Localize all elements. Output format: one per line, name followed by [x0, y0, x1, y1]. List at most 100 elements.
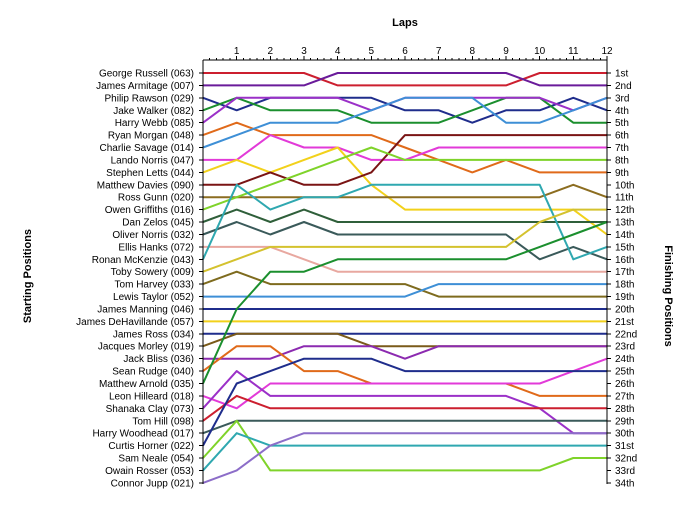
- finishing-position-label: 33rd: [615, 466, 635, 477]
- finishing-position-label: 19th: [615, 292, 634, 303]
- y-axis-title-right: Finishing Positions: [662, 245, 674, 346]
- starting-position-label: Owen Griffiths (016): [105, 205, 194, 216]
- starting-position-label: Dan Zelos (045): [122, 218, 194, 229]
- finishing-position-label: 30th: [615, 429, 634, 440]
- x-tick-label: 8: [470, 46, 476, 57]
- finishing-position-label: 27th: [615, 391, 634, 402]
- x-tick-label: 5: [369, 46, 375, 57]
- finishing-position-label: 3rd: [615, 93, 629, 104]
- starting-position-label: Owain Rosser (053): [105, 466, 194, 477]
- finishing-position-label: 28th: [615, 404, 634, 415]
- series-line-2: [203, 72, 607, 87]
- series-line-34: [202, 432, 607, 484]
- starting-position-label: Sean Rudge (040): [112, 367, 194, 378]
- series-line-31: [202, 357, 607, 447]
- series-line-10: [203, 134, 607, 186]
- series-line-24: [203, 345, 607, 360]
- starting-position-label: George Russell (063): [99, 69, 194, 80]
- x-tick-label: 2: [268, 46, 274, 57]
- x-tick-label: 3: [301, 46, 307, 57]
- finishing-position-label: 11th: [615, 193, 634, 204]
- finishing-position-label: 26th: [615, 379, 634, 390]
- finishing-position-label: 4th: [615, 106, 629, 117]
- starting-position-label: Oliver Norris (032): [112, 230, 194, 241]
- series-line-23: [202, 332, 607, 348]
- starting-position-label: Shanaka Clay (073): [106, 404, 194, 415]
- starting-position-label: James Armitage (007): [96, 81, 194, 92]
- series-line-12: [202, 146, 607, 211]
- finishing-position-label: 29th: [615, 416, 634, 427]
- starting-position-label: James Manning (046): [97, 304, 194, 315]
- starting-position-label: Ryan Morgan (048): [108, 131, 194, 142]
- x-axis-title: Laps: [392, 17, 418, 29]
- series-line-14: [202, 221, 608, 261]
- finishing-position-label: 32nd: [615, 454, 637, 465]
- starting-position-label: Lewis Taylor (052): [113, 292, 194, 303]
- finishing-position-label: 7th: [615, 143, 629, 154]
- finishing-position-label: 15th: [615, 242, 634, 253]
- starting-position-label: Ross Gunn (020): [118, 193, 194, 204]
- starting-position-label: Harry Webb (085): [115, 118, 194, 129]
- x-tick-label: 1: [234, 46, 240, 57]
- series-line-26: [202, 221, 608, 384]
- starting-position-label: Charlie Savage (014): [100, 143, 195, 154]
- finishing-position-label: 16th: [615, 255, 634, 266]
- x-tick-label: 4: [335, 46, 341, 57]
- starting-position-label: Stephen Letts (044): [106, 168, 194, 179]
- starting-position-label: Tom Hill (098): [132, 416, 194, 427]
- series-line-19: [203, 283, 607, 298]
- finishing-position-label: 34th: [615, 478, 634, 489]
- series-line-17: [202, 208, 607, 273]
- finishing-position-label: 2nd: [615, 81, 632, 92]
- starting-position-label: Ronan McKenzie (043): [92, 255, 194, 266]
- series-line-29: [202, 394, 607, 422]
- finishing-position-label: 22nd: [615, 329, 637, 340]
- finishing-position-label: 24th: [615, 354, 634, 365]
- x-tick-label: 7: [436, 46, 442, 57]
- series-lines: [202, 72, 608, 484]
- x-tick-label: 6: [402, 46, 408, 57]
- starting-position-label: Matthew Arnold (035): [99, 379, 194, 390]
- finishing-position-label: 23rd: [615, 342, 635, 353]
- series-line-1: [203, 72, 607, 87]
- starting-position-label: Jake Walker (082): [113, 106, 194, 117]
- y-axis-title-left: Starting Positions: [22, 229, 34, 323]
- starting-position-label: Toby Sowery (009): [111, 267, 194, 278]
- series-line-32: [202, 419, 607, 472]
- starting-position-label: Lando Norris (047): [111, 155, 194, 166]
- finishing-position-label: 25th: [615, 367, 634, 378]
- finishing-position-label: 9th: [615, 168, 629, 179]
- finishing-position-label: 21st: [615, 317, 634, 328]
- starting-position-label: Ellis Hanks (072): [118, 242, 194, 253]
- finishing-position-label: 12th: [615, 205, 634, 216]
- series-line-30: [202, 419, 607, 435]
- starting-position-label: Sam Neale (054): [118, 454, 194, 465]
- series-line-33: [202, 432, 607, 472]
- starting-position-label: Matthew Davies (090): [97, 180, 194, 191]
- starting-position-label: Harry Woodhead (017): [92, 429, 194, 440]
- axes: [199, 56, 611, 484]
- series-line-18: [202, 270, 607, 298]
- finishing-position-label: 20th: [615, 304, 634, 315]
- starting-position-label: Connor Jupp (021): [111, 478, 194, 489]
- series-line-7: [202, 96, 608, 149]
- x-tick-label: 9: [503, 46, 509, 57]
- starting-position-label: Curtis Horner (022): [108, 441, 194, 452]
- starting-position-label: Leon Hilleard (018): [109, 391, 194, 402]
- finishing-position-label: 31st: [615, 441, 634, 452]
- finishing-position-label: 6th: [615, 131, 629, 142]
- starting-position-label: Jacques Morley (019): [98, 342, 194, 353]
- finishing-position-label: 8th: [615, 155, 629, 166]
- starting-position-label: James DeHavillande (057): [76, 317, 194, 328]
- x-tick-label: 11: [568, 46, 579, 57]
- series-line-16: [202, 183, 608, 261]
- finishing-position-label: 18th: [615, 280, 634, 291]
- starting-position-label: Tom Harvey (033): [115, 280, 194, 291]
- finishing-position-label: 14th: [615, 230, 634, 241]
- series-line-27: [202, 357, 608, 410]
- starting-position-label: Philip Rawson (029): [105, 93, 195, 104]
- finishing-position-label: 17th: [615, 267, 634, 278]
- x-tick-label: 10: [534, 46, 546, 57]
